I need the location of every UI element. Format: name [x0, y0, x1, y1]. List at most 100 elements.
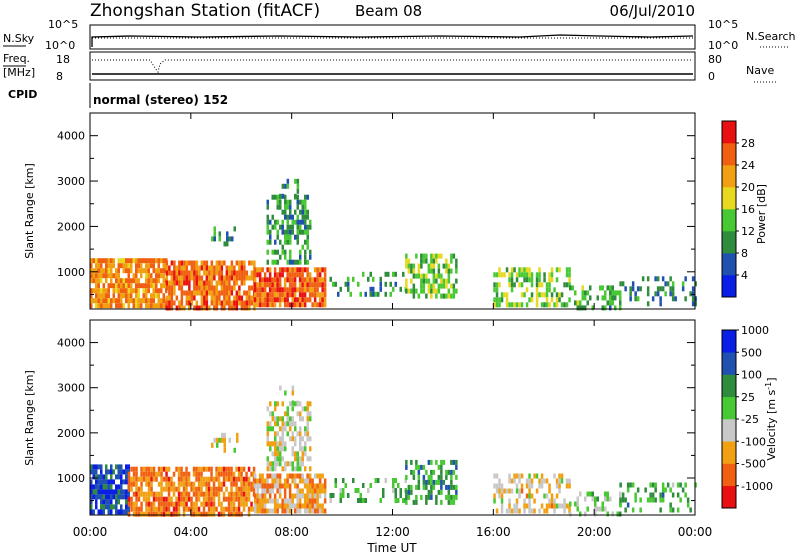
data-cell — [232, 476, 236, 482]
data-cell — [115, 509, 118, 515]
data-cell — [289, 209, 292, 215]
data-cell — [565, 282, 569, 288]
data-cell — [135, 501, 138, 507]
data-cell — [299, 199, 302, 205]
data-cell — [165, 305, 169, 311]
data-cell — [271, 451, 274, 457]
data-cell — [97, 474, 100, 480]
data-cell — [304, 214, 307, 220]
data-cell — [289, 401, 292, 407]
data-cell — [500, 483, 504, 489]
data-cell — [530, 297, 534, 303]
data-cell — [296, 297, 299, 303]
data-cell — [318, 478, 322, 484]
data-cell — [273, 292, 277, 298]
data-cell — [177, 506, 181, 512]
data-cell — [427, 494, 431, 500]
data-cell — [313, 297, 317, 303]
x-tick-label: 00:00 — [678, 525, 713, 539]
data-cell — [193, 275, 196, 281]
data-cell — [394, 498, 397, 503]
data-cell — [269, 426, 272, 432]
data-cell — [120, 278, 123, 284]
data-cell — [294, 178, 297, 184]
data-cell — [132, 481, 136, 487]
data-cell — [276, 421, 279, 427]
data-cell — [301, 478, 304, 484]
data-cell — [278, 483, 282, 489]
colorbar-swatch — [722, 187, 736, 210]
data-cell — [210, 511, 213, 517]
data-cell — [276, 441, 279, 447]
data-cell — [110, 484, 113, 490]
data-cell — [450, 469, 453, 475]
data-cell — [242, 506, 246, 512]
data-cell — [168, 285, 171, 291]
data-cell — [405, 489, 408, 495]
data-cell — [313, 488, 317, 494]
data-cell — [528, 267, 531, 273]
data-cell — [274, 401, 277, 407]
data-cell — [694, 301, 697, 307]
y-tick-label: 3000 — [57, 382, 85, 395]
data-cell — [455, 484, 458, 490]
data-cell — [130, 486, 133, 492]
data-cell — [162, 293, 165, 299]
data-cell — [195, 265, 199, 271]
data-cell — [100, 273, 103, 279]
data-cell — [266, 199, 269, 205]
data-cell — [276, 456, 279, 462]
data-cell — [508, 508, 511, 514]
date-label: 06/Jul/2010 — [610, 2, 695, 20]
data-cell — [286, 234, 289, 240]
data-cell — [223, 305, 226, 311]
time-axis-title: Time UT — [366, 541, 417, 554]
data-cell — [367, 276, 370, 282]
data-cell — [525, 287, 529, 293]
data-cell — [269, 401, 272, 407]
data-cell — [97, 484, 100, 490]
data-cell — [271, 249, 274, 255]
data-cell — [278, 272, 282, 278]
data-cell — [616, 290, 619, 296]
data-cell — [357, 488, 360, 493]
data-cell — [437, 474, 441, 480]
data-cell — [112, 288, 115, 294]
colorbar-tick-label: -25 — [741, 413, 759, 426]
data-cell — [405, 278, 408, 284]
data-cell — [213, 290, 216, 296]
data-cell — [278, 478, 282, 484]
data-cell — [132, 273, 135, 279]
data-cell — [611, 290, 614, 296]
data-cell — [656, 276, 660, 282]
data-cell — [177, 481, 181, 487]
data-cell — [102, 273, 105, 279]
data-cell — [334, 483, 337, 488]
data-cell — [120, 303, 123, 309]
data-cell — [207, 496, 211, 502]
data-cell — [145, 476, 148, 482]
data-cell — [160, 486, 163, 492]
data-cell — [273, 297, 277, 303]
data-cell — [558, 483, 561, 489]
data-cell — [553, 508, 556, 514]
data-cell — [197, 466, 201, 472]
data-cell — [208, 275, 211, 281]
data-cell — [379, 498, 382, 503]
data-cell — [301, 456, 304, 462]
cpid-label: CPID — [8, 88, 37, 101]
data-cell — [281, 193, 285, 199]
data-cell — [232, 511, 236, 517]
data-cell — [150, 273, 153, 279]
data-cell — [256, 267, 259, 273]
data-cell — [225, 270, 229, 276]
data-cell — [445, 293, 448, 299]
data-cell — [276, 249, 279, 255]
data-cell — [450, 459, 453, 465]
data-cell — [193, 290, 196, 296]
data-cell — [528, 297, 531, 303]
data-cell — [167, 511, 171, 517]
data-cell — [422, 253, 426, 259]
data-cell — [545, 508, 549, 514]
data-cell — [276, 282, 279, 288]
